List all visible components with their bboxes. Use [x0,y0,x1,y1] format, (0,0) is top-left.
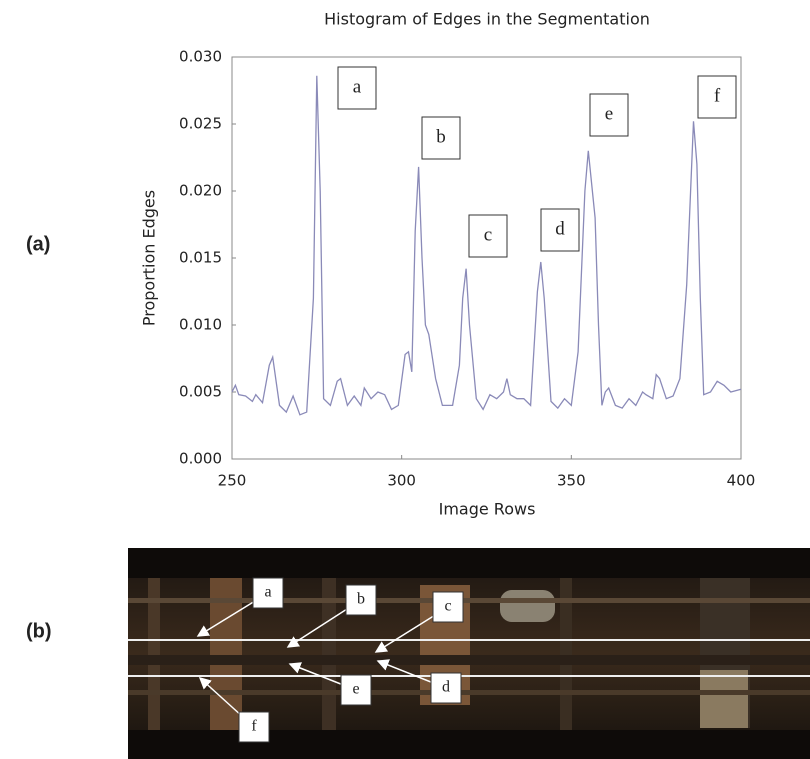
annotation-box [540,208,580,252]
x-tick-label: 350 [557,472,586,490]
panel-label: (a) [26,233,50,255]
x-tick-label: 300 [387,472,416,490]
y-tick-label: 0.025 [179,115,222,133]
y-tick-label: 0.005 [179,383,222,401]
annotation-box [421,116,461,160]
label-box [238,711,270,743]
annotation: f [714,85,721,106]
label-box [432,591,464,623]
y-axis-label: Proportion Edges [140,190,159,326]
y-tick-label: 0.010 [179,316,222,334]
y-tick-label: 0.015 [179,249,222,267]
x-axis-label: Image Rows [439,500,536,519]
y-tick-label: 0.020 [179,182,222,200]
label-box [340,674,372,706]
photo: a b c d e f [128,548,810,759]
panel-label: (b) [26,620,52,642]
photo-label: a [264,584,271,601]
chart-title: Histogram of Edges in the Segmentation [324,10,650,29]
annotation: b [436,126,446,147]
y-tick-label: 0.000 [179,450,222,468]
annotation-box [697,75,737,119]
x-tick-label: 400 [727,472,756,490]
annotation: d [555,218,565,239]
annotation-box [468,214,508,258]
photo-label: b [357,591,365,608]
plot-frame [231,56,742,460]
photo-label: e [352,681,359,698]
annotation: c [484,224,492,245]
label-box [252,577,284,609]
photo-label: d [442,679,450,696]
line [231,75,742,416]
annotation-box [589,93,629,137]
y-tick-label: 0.030 [179,48,222,66]
annotation: e [605,103,613,124]
annotation-box [337,66,377,110]
photo-label: c [444,598,451,615]
label-box [345,584,377,616]
annotation: a [353,76,362,97]
photo-label: f [251,718,257,735]
label-box [430,672,462,704]
x-tick-label: 250 [218,472,247,490]
